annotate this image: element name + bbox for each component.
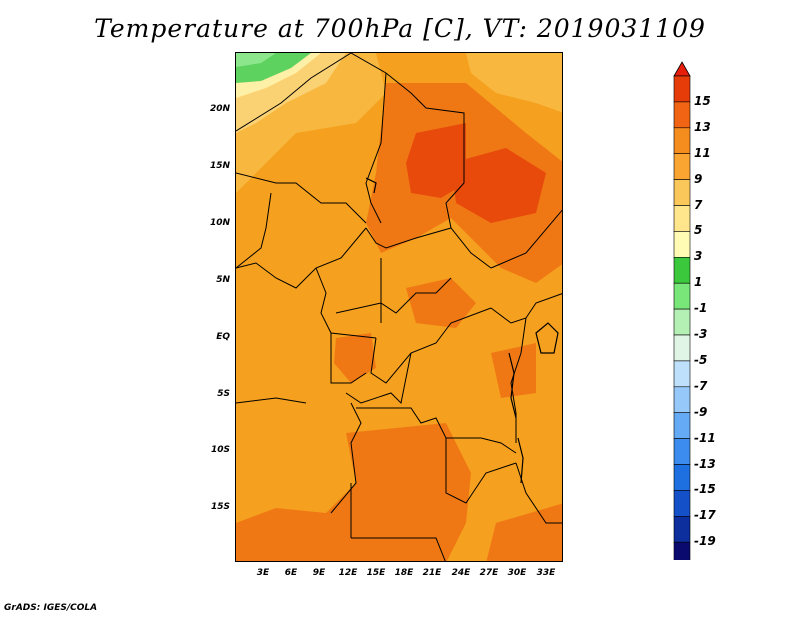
lon-label: 30E <box>507 568 527 578</box>
colorbar-box <box>673 386 691 413</box>
map-title: Temperature at 700hPa [C], VT: 201903110… <box>94 14 706 43</box>
colorbar-box <box>673 360 691 388</box>
lat-label: 10N <box>209 218 230 228</box>
lon-label: 9E <box>312 568 326 578</box>
colorbar-label: 11 <box>694 145 711 160</box>
colorbar-box <box>673 101 691 129</box>
colorbar-label: -13 <box>694 456 716 471</box>
colorbar-box <box>673 490 691 517</box>
colorbar-label: 7 <box>694 197 703 212</box>
colorbar <box>673 61 691 560</box>
lon-label: 27E <box>479 568 499 578</box>
lat-label: 10S <box>210 445 230 455</box>
colorbar-label: 13 <box>694 119 711 134</box>
colorbar-label: -5 <box>694 352 708 367</box>
lon-label: 18E <box>394 568 414 578</box>
colorbar-label: -3 <box>694 327 708 341</box>
temp-field-11-13-gabon <box>334 333 376 383</box>
colorbar-box <box>673 334 691 362</box>
lon-label: 21E <box>422 568 442 578</box>
map-canvas <box>236 53 562 561</box>
lat-label: 20N <box>209 104 230 114</box>
colorbar-box <box>673 75 691 103</box>
colorbar-box <box>673 438 691 465</box>
colorbar-box <box>673 308 691 336</box>
temp-field-11-13-center <box>406 278 476 328</box>
colorbar-label: -19 <box>694 534 716 549</box>
colorbar-label: 1 <box>694 275 703 290</box>
lon-label: 12E <box>338 568 358 578</box>
temp-field-7-9-ne <box>466 53 562 113</box>
colorbar-box <box>673 257 691 284</box>
colorbar-box <box>673 515 691 543</box>
country-borders <box>236 53 562 561</box>
colorbar-box <box>673 541 691 560</box>
temp-field-m1-1 <box>236 53 276 67</box>
colorbar-box <box>673 127 691 155</box>
colorbar-box <box>673 179 691 206</box>
lat-label: EQ <box>216 332 230 342</box>
lon-label: 15E <box>366 568 386 578</box>
colorbar-label: -17 <box>694 508 716 523</box>
colorbar-box <box>673 412 691 439</box>
footer-credit: GrADS: IGES/COLA <box>4 603 98 613</box>
temp-field-11-13-south <box>236 423 471 561</box>
lat-label: 15N <box>209 161 230 171</box>
colorbar-label: -7 <box>694 378 708 393</box>
colorbar-label: -1 <box>694 301 708 316</box>
lon-label: 24E <box>451 568 471 578</box>
colorbar-label: -11 <box>694 430 716 445</box>
colorbar-box <box>673 205 691 232</box>
lon-label: 3E <box>256 568 270 578</box>
lat-label: 5S <box>217 389 230 399</box>
lon-label: 6E <box>284 568 298 578</box>
colorbar-label: -15 <box>694 482 716 497</box>
colorbar-box <box>673 153 691 180</box>
colorbar-box <box>673 231 691 258</box>
colorbar-label: 9 <box>694 171 703 186</box>
colorbar-top-arrow <box>673 61 691 77</box>
temp-field-13-15-b <box>451 148 546 223</box>
lon-label: 33E <box>536 568 556 578</box>
temp-field-13-15-a <box>406 123 466 198</box>
colorbar-label: 3 <box>694 249 703 264</box>
colorbar-box <box>673 464 691 491</box>
temperature-map <box>235 52 563 562</box>
colorbar-box <box>673 282 691 310</box>
lat-label: 15S <box>210 502 230 512</box>
colorbar-label: 15 <box>694 93 711 108</box>
lakes <box>365 177 559 484</box>
colorbar-label: 5 <box>694 223 703 238</box>
lat-label: 5N <box>216 275 230 285</box>
colorbar-label: -9 <box>694 404 708 419</box>
